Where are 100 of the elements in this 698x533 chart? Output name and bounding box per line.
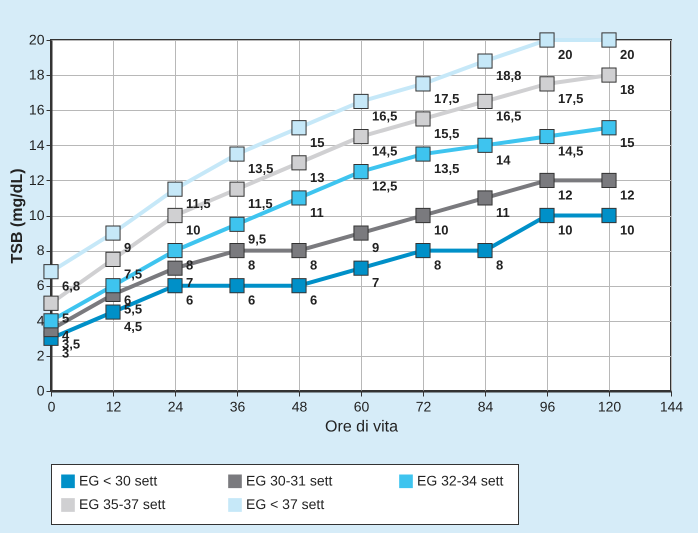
legend-label: EG 32-34 sett [417,472,504,488]
x-tick-label: 144 [660,398,684,414]
point [229,243,245,258]
point [539,128,555,144]
point [539,76,555,92]
y-tick-label: 10 [28,207,45,223]
point [43,264,59,280]
data-label: 10 [620,222,634,238]
data-label: 14,5 [372,144,398,159]
data-label: 18,8 [496,68,522,84]
point [415,76,431,92]
point [229,216,245,232]
legend-label: EG < 37 sett [246,496,324,512]
y-tick-label: 12 [28,172,45,188]
data-label: 8 [248,258,256,273]
y-tick-label: 0 [36,382,45,398]
x-tick-label: 84 [478,398,494,414]
data-label: 12 [620,187,634,202]
data-label: 6,8 [62,278,80,294]
point [415,111,431,127]
data-label: 8 [434,258,442,273]
x-tick-label: 0 [48,398,56,414]
point [167,278,183,294]
point [229,278,245,294]
data-label: 17,5 [558,90,584,106]
data-label: 12 [558,187,572,202]
x-tick-label: 60 [354,398,370,414]
point [539,208,555,224]
data-label: 13 [310,170,324,185]
data-label: 11 [496,204,510,220]
point [415,243,431,258]
legend-label: EG 35-37 sett [79,496,166,512]
point [353,260,369,276]
data-label: 7 [372,275,380,290]
point [105,278,121,294]
point [167,182,183,197]
point [291,190,307,206]
point [105,304,121,320]
data-label: 6 [310,292,318,308]
y-tick-label: 14 [28,136,45,153]
x-axis-title: Ore di vita [325,418,398,436]
x-tick-label: 72 [416,398,432,414]
data-label: 15,5 [434,126,460,141]
data-label: 16,5 [496,108,522,124]
point [415,208,431,224]
point [601,32,617,48]
y-tick-label: 16 [28,102,45,118]
point [601,172,617,188]
x-tick-label: 48 [292,398,308,414]
y-tick-label: 18 [28,66,45,83]
y-tick-label: 8 [36,242,45,258]
data-label: 13,5 [434,161,460,176]
data-label: 15 [310,134,324,150]
point [291,278,307,294]
x-tick-label: 12 [106,398,122,414]
legend-label: EG < 30 sett [79,472,158,488]
point [105,252,121,267]
point [105,225,121,241]
data-label: 4,5 [124,319,142,334]
data-label: 11 [310,204,324,220]
point [167,208,183,224]
point [43,313,59,328]
point [229,146,245,162]
data-label: 20 [620,47,634,62]
point [167,243,183,258]
data-label: 18 [620,82,634,98]
point [353,128,369,144]
point [229,182,245,197]
point [477,190,493,206]
data-label: 14 [496,152,512,168]
point [291,243,307,258]
point [477,53,493,69]
point [477,138,493,153]
y-tick-label: 2 [36,347,45,364]
point [353,94,369,109]
point [291,120,307,136]
data-label: 16,5 [372,108,398,124]
point [601,208,617,224]
data-label: 17,5 [434,90,460,106]
point [477,94,493,109]
x-tick-label: 36 [230,398,246,414]
data-label: 6 [186,292,194,308]
point [43,296,59,311]
data-label: 11,5 [248,196,273,212]
x-tick-label: 24 [168,398,184,414]
data-label: 9 [124,240,132,256]
data-label: 9,5 [248,231,266,246]
y-tick-label: 20 [28,32,45,48]
point [291,155,307,170]
y-tick-label: 4 [36,312,45,328]
x-tick-label: 120 [598,398,622,414]
data-label: 8 [496,258,504,273]
point [601,68,617,83]
data-label: 13,5 [248,161,274,176]
data-label: 20 [558,47,572,62]
data-label: 12,5 [372,178,398,194]
point [415,146,431,162]
data-label: 10 [186,222,200,238]
data-label: 8 [310,258,318,273]
data-label: 9 [372,240,380,256]
